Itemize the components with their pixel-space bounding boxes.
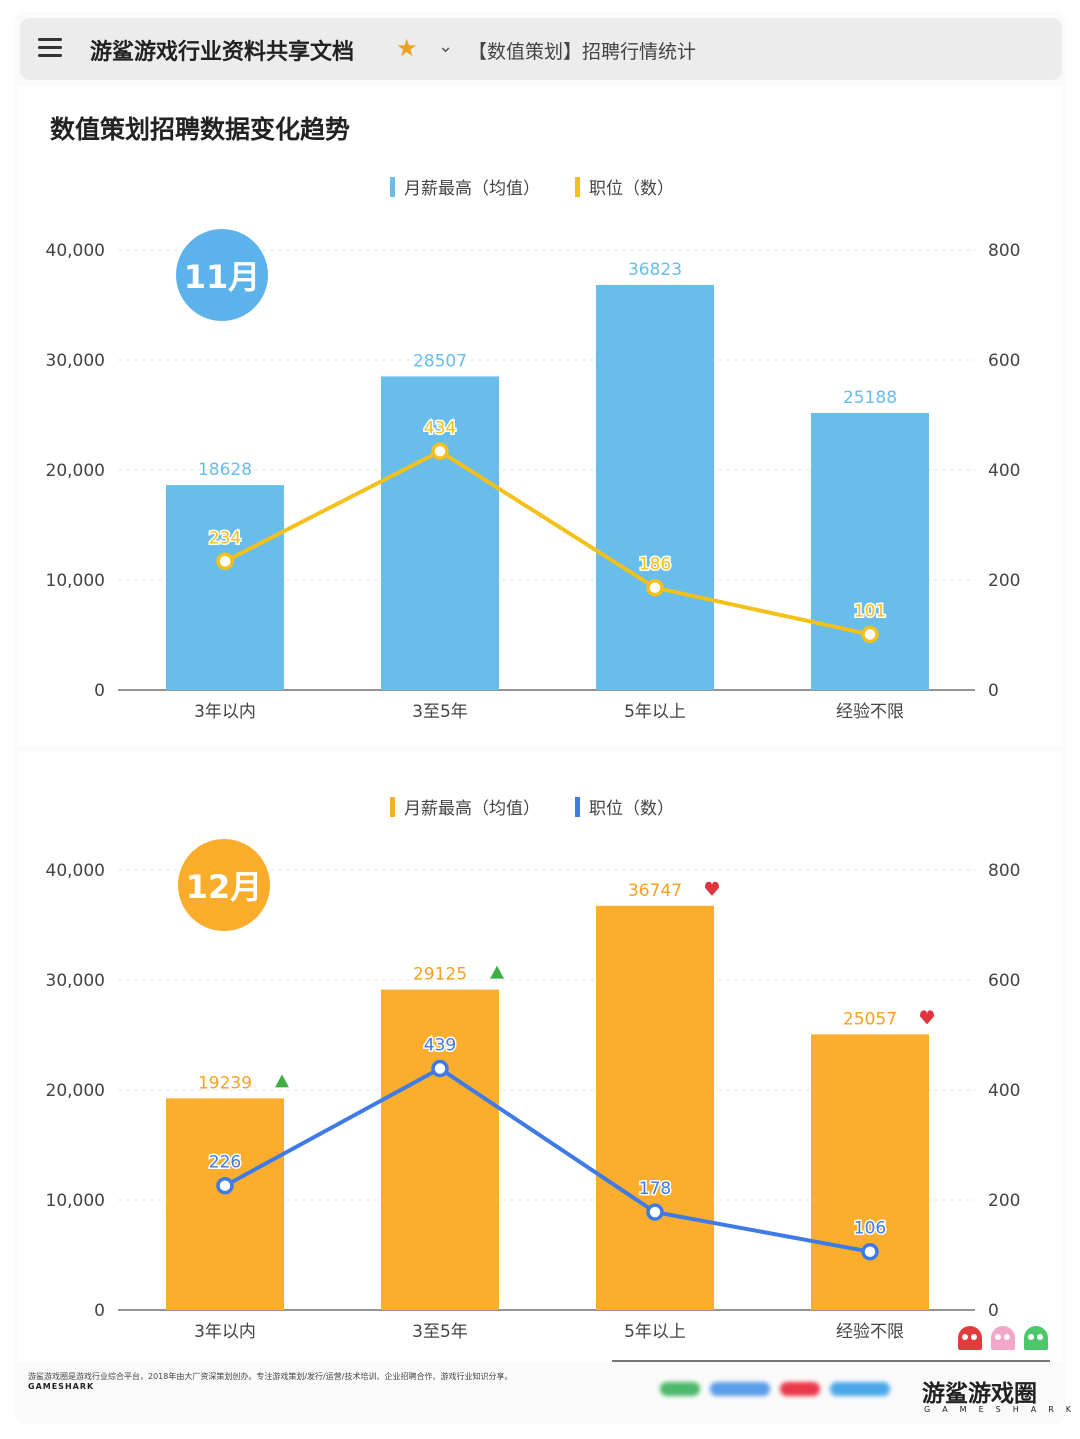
- document-header: 游鲨游戏行业资料共享文档 ★ ⌄ 【数值策划】招聘行情统计: [20, 18, 1062, 80]
- left-axis-tick: 10,000: [46, 571, 105, 591]
- bar-value-label: 29125: [413, 965, 467, 985]
- bar-value-label: 19239: [198, 1073, 252, 1093]
- left-axis-tick: 0: [94, 1301, 105, 1321]
- trend-down-icon: [920, 1010, 934, 1025]
- right-axis-tick: 200: [988, 571, 1020, 591]
- brand-logo-en: GAMESHARK: [924, 1405, 1080, 1414]
- right-axis-tick: 400: [988, 461, 1020, 481]
- legend-swatch: [390, 797, 395, 817]
- legend-label: 职位（数）: [589, 799, 674, 819]
- trend-down-icon: [705, 881, 719, 896]
- legend-label: 职位（数）: [589, 179, 674, 199]
- page-title: 数值策划招聘数据变化趋势: [50, 115, 351, 144]
- bar: [811, 1034, 929, 1310]
- series-line: [224, 449, 871, 637]
- line-value-label: 439: [424, 1036, 456, 1056]
- legend-label: 月薪最高（均值）: [404, 179, 540, 199]
- line-point: [431, 1059, 449, 1078]
- menu-icon[interactable]: [38, 38, 62, 58]
- month-badge-november: 11月: [176, 229, 268, 321]
- right-axis-tick: 800: [988, 241, 1020, 261]
- category-label: 5年以上: [624, 702, 686, 722]
- right-axis-tick: 600: [988, 351, 1020, 371]
- chevron-down-icon[interactable]: ⌄: [438, 36, 454, 57]
- category-label: 3年以内: [194, 1322, 256, 1342]
- line-point: [216, 552, 234, 571]
- left-axis-tick: 20,000: [46, 1081, 105, 1101]
- legend-label: 月薪最高（均值）: [404, 799, 540, 819]
- category-label: 经验不限: [836, 1322, 904, 1342]
- bar-value-label: 25057: [843, 1009, 897, 1029]
- bar: [166, 1098, 284, 1310]
- line-point: [431, 442, 449, 461]
- line-value-label: 186: [639, 555, 671, 575]
- line-point: [861, 625, 879, 644]
- bar: [381, 989, 499, 1310]
- bar: [811, 412, 929, 690]
- document-title: 【数值策划】招聘行情统计: [468, 41, 697, 63]
- bar-value-label: 18628: [198, 460, 252, 480]
- chart-november: 0 10,000 20,000 30,000 40,000 0 200 400 600 800 月薪…: [46, 177, 1020, 722]
- partner-logo: [830, 1382, 890, 1396]
- right-axis-tick: 200: [988, 1191, 1020, 1211]
- partner-logo: [660, 1382, 700, 1396]
- left-axis-tick: 20,000: [46, 461, 105, 481]
- footer-brand-small: GAMESHARK: [28, 1382, 95, 1391]
- right-axis-tick: 600: [988, 971, 1020, 991]
- line-value-label: 106: [854, 1219, 886, 1239]
- left-axis-tick: 30,000: [46, 351, 105, 371]
- left-axis-tick: 40,000: [46, 241, 105, 261]
- bar-value-label: 36823: [628, 260, 682, 280]
- left-axis-tick: 30,000: [46, 971, 105, 991]
- bar-value-label: 25188: [843, 388, 897, 408]
- bar: [381, 376, 499, 690]
- legend-swatch: [390, 177, 395, 197]
- line-point: [646, 1203, 664, 1221]
- category-label: 经验不限: [836, 702, 904, 722]
- line-point: [861, 1242, 879, 1261]
- bar: [596, 284, 714, 690]
- category-label: 3年以内: [194, 702, 256, 722]
- footer-divider: [612, 1360, 1050, 1362]
- trend-up-icon: [275, 1074, 289, 1088]
- line-point: [216, 1176, 234, 1195]
- chart-december: 0 10,000 20,000 30,000 40,000 0 200 400 600 800 月薪…: [46, 797, 1020, 1342]
- series-line: [224, 1066, 871, 1254]
- line-value-label: 226: [209, 1153, 241, 1173]
- legend-swatch: [575, 177, 580, 197]
- app-title: 游鲨游戏行业资料共享文档: [90, 40, 355, 65]
- category-label: 3至5年: [412, 702, 468, 722]
- line-value-label: 234: [209, 528, 241, 548]
- partner-logo: [780, 1382, 820, 1396]
- category-label: 3至5年: [412, 1322, 468, 1342]
- line-value-label: 434: [424, 418, 456, 438]
- category-label: 5年以上: [624, 1322, 686, 1342]
- right-axis-tick: 800: [988, 861, 1020, 881]
- trend-up-icon: [490, 965, 504, 979]
- line-value-label: 101: [854, 601, 886, 621]
- partner-logos: [660, 1382, 910, 1400]
- mascot-icons: [958, 1326, 1054, 1352]
- right-axis-tick: 0: [988, 681, 999, 701]
- line-value-label: 178: [639, 1179, 671, 1199]
- footer-note: 游鲨游戏圈是游戏行业综合平台，2018年由大厂资深策划创办。专注游戏策划/发行/…: [28, 1372, 513, 1381]
- month-badge-december: 12月: [178, 839, 270, 931]
- line-point: [646, 578, 664, 597]
- bar: [596, 905, 714, 1310]
- ghost-mascot-icon: [1024, 1326, 1048, 1350]
- partner-logo: [710, 1382, 770, 1396]
- left-axis-tick: 0: [94, 681, 105, 701]
- bar: [166, 485, 284, 690]
- right-axis-tick: 400: [988, 1081, 1020, 1101]
- bar-value-label: 36747: [628, 881, 682, 901]
- left-axis-tick: 40,000: [46, 861, 105, 881]
- brand-logo: 游鲨游戏圈: [922, 1381, 1037, 1407]
- ghost-mascot-icon: [958, 1326, 982, 1350]
- star-icon[interactable]: ★: [396, 34, 418, 62]
- left-axis-tick: 10,000: [46, 1191, 105, 1211]
- bar-value-label: 28507: [413, 351, 467, 371]
- right-axis-tick: 0: [988, 1301, 999, 1321]
- legend-swatch: [575, 797, 580, 817]
- ghost-mascot-icon: [991, 1326, 1015, 1350]
